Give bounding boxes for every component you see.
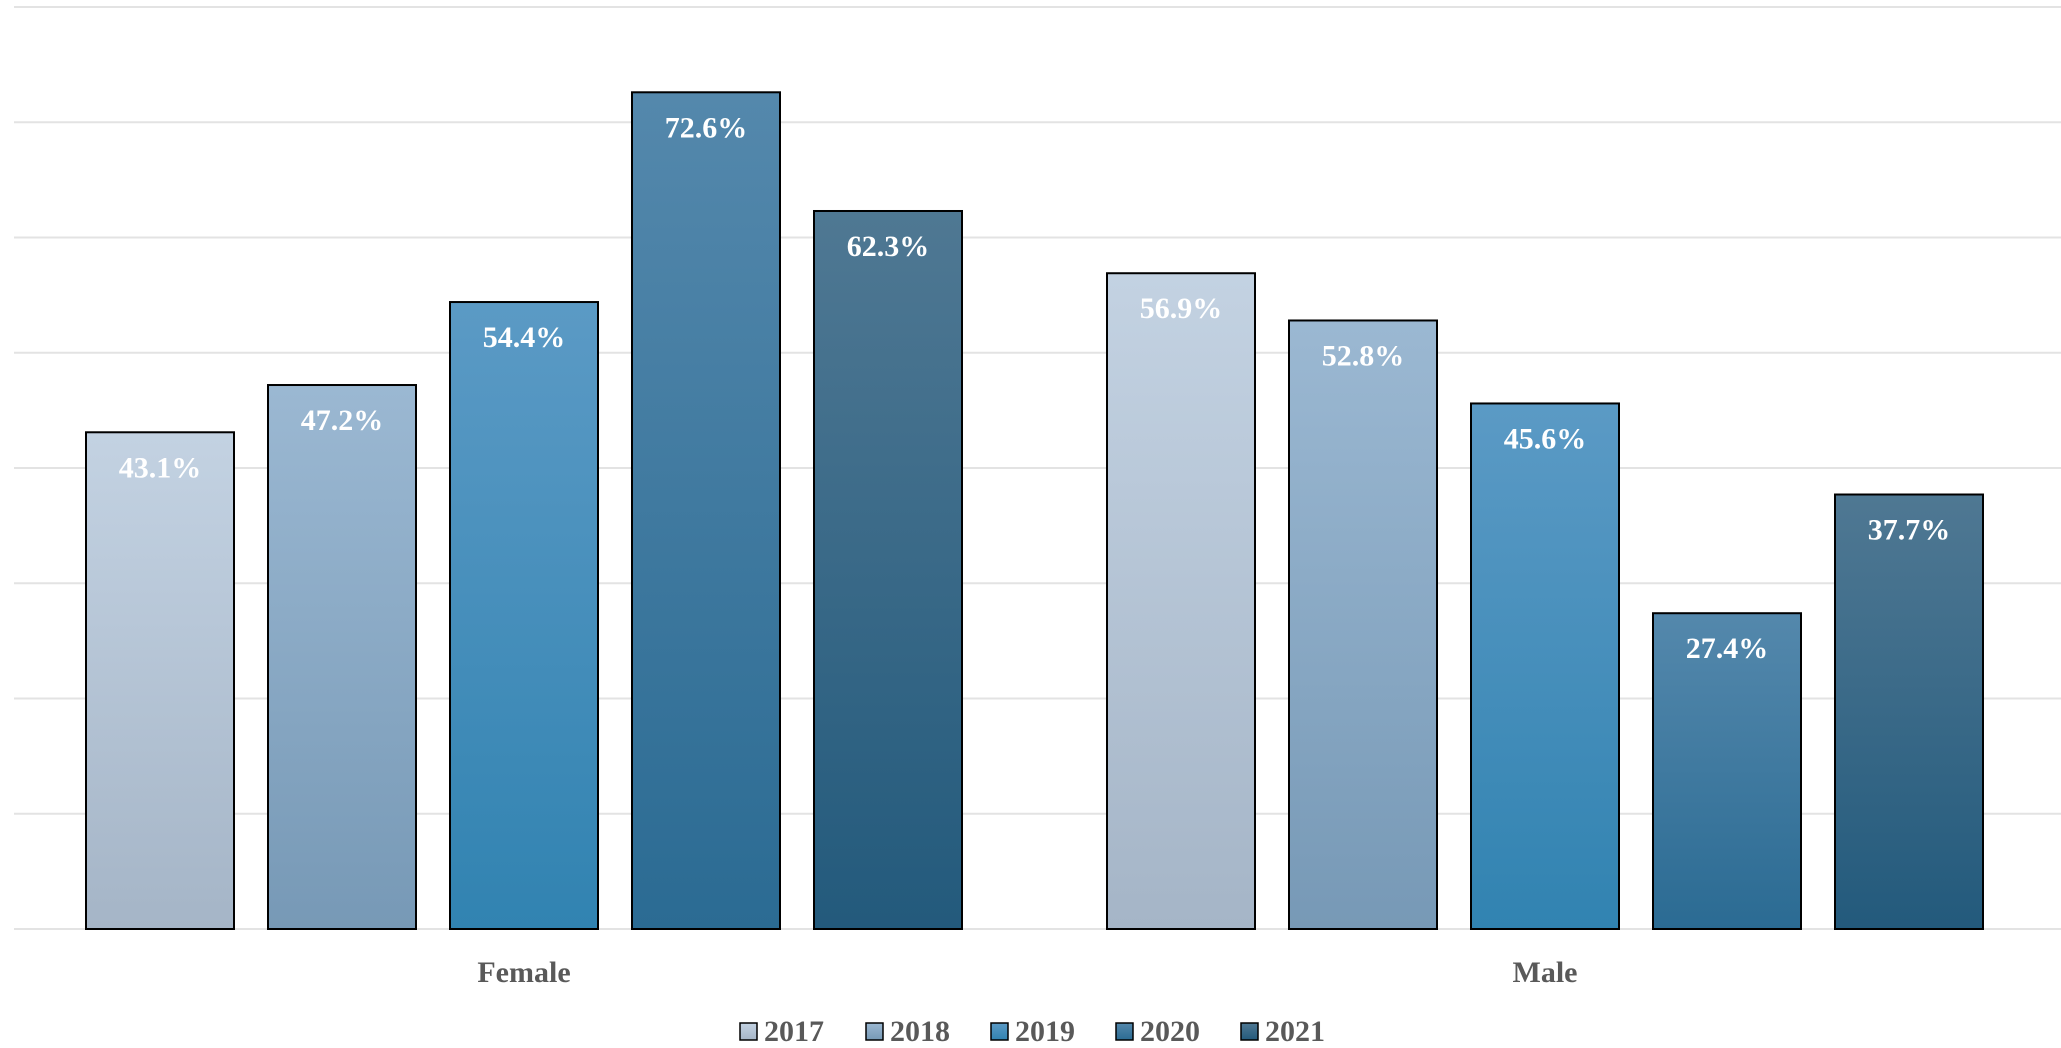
legend-swatch-2017 bbox=[739, 1022, 758, 1041]
data-label-male-2018: 52.8% bbox=[1322, 339, 1405, 372]
data-label-female-2018: 47.2% bbox=[301, 404, 384, 437]
data-label-male-2019: 45.6% bbox=[1504, 422, 1587, 455]
bar-female-2018 bbox=[267, 384, 417, 930]
bar-male-2019 bbox=[1470, 402, 1620, 930]
legend-swatch-2021 bbox=[1240, 1022, 1259, 1041]
data-label-female-2017: 43.1% bbox=[119, 451, 202, 484]
data-label-male-2021: 37.7% bbox=[1868, 514, 1951, 547]
data-label-female-2021: 62.3% bbox=[847, 230, 930, 263]
bar-female-2019 bbox=[449, 301, 599, 931]
legend: 2017 2018 2019 2020 2021 bbox=[739, 1015, 1325, 1048]
category-label-male: Male bbox=[1513, 956, 1578, 989]
legend-label-2021: 2021 bbox=[1265, 1015, 1325, 1048]
data-label-male-2020: 27.4% bbox=[1686, 632, 1769, 665]
legend-label-2017: 2017 bbox=[764, 1015, 824, 1048]
data-label-male-2017: 56.9% bbox=[1140, 292, 1223, 325]
data-label-female-2019: 54.4% bbox=[483, 321, 566, 354]
bar-male-2021 bbox=[1834, 493, 1984, 930]
legend-label-2020: 2020 bbox=[1140, 1015, 1200, 1048]
bar-male-2017 bbox=[1106, 272, 1256, 931]
data-labels: 43.1% 47.2% 54.4% 72.6% 62.3% 56.9% 52.8% 45.6%… bbox=[119, 111, 1951, 665]
legend-label-2018: 2018 bbox=[890, 1015, 950, 1048]
bar-female-2020 bbox=[631, 91, 781, 931]
bar-male-2020 bbox=[1652, 612, 1802, 931]
legend-swatch-2020 bbox=[1115, 1022, 1134, 1041]
bar-female-2017 bbox=[85, 431, 235, 930]
legend-swatch-2018 bbox=[865, 1022, 884, 1041]
category-labels: Female Male bbox=[477, 956, 1577, 989]
legend-swatch-2019 bbox=[990, 1022, 1009, 1041]
bar-male-2018 bbox=[1288, 319, 1438, 931]
legend-label-2019: 2019 bbox=[1015, 1015, 1075, 1048]
data-label-female-2020: 72.6% bbox=[665, 111, 748, 144]
bar-female-2021 bbox=[813, 209, 963, 930]
category-label-female: Female bbox=[477, 956, 570, 989]
bars bbox=[85, 91, 1984, 931]
